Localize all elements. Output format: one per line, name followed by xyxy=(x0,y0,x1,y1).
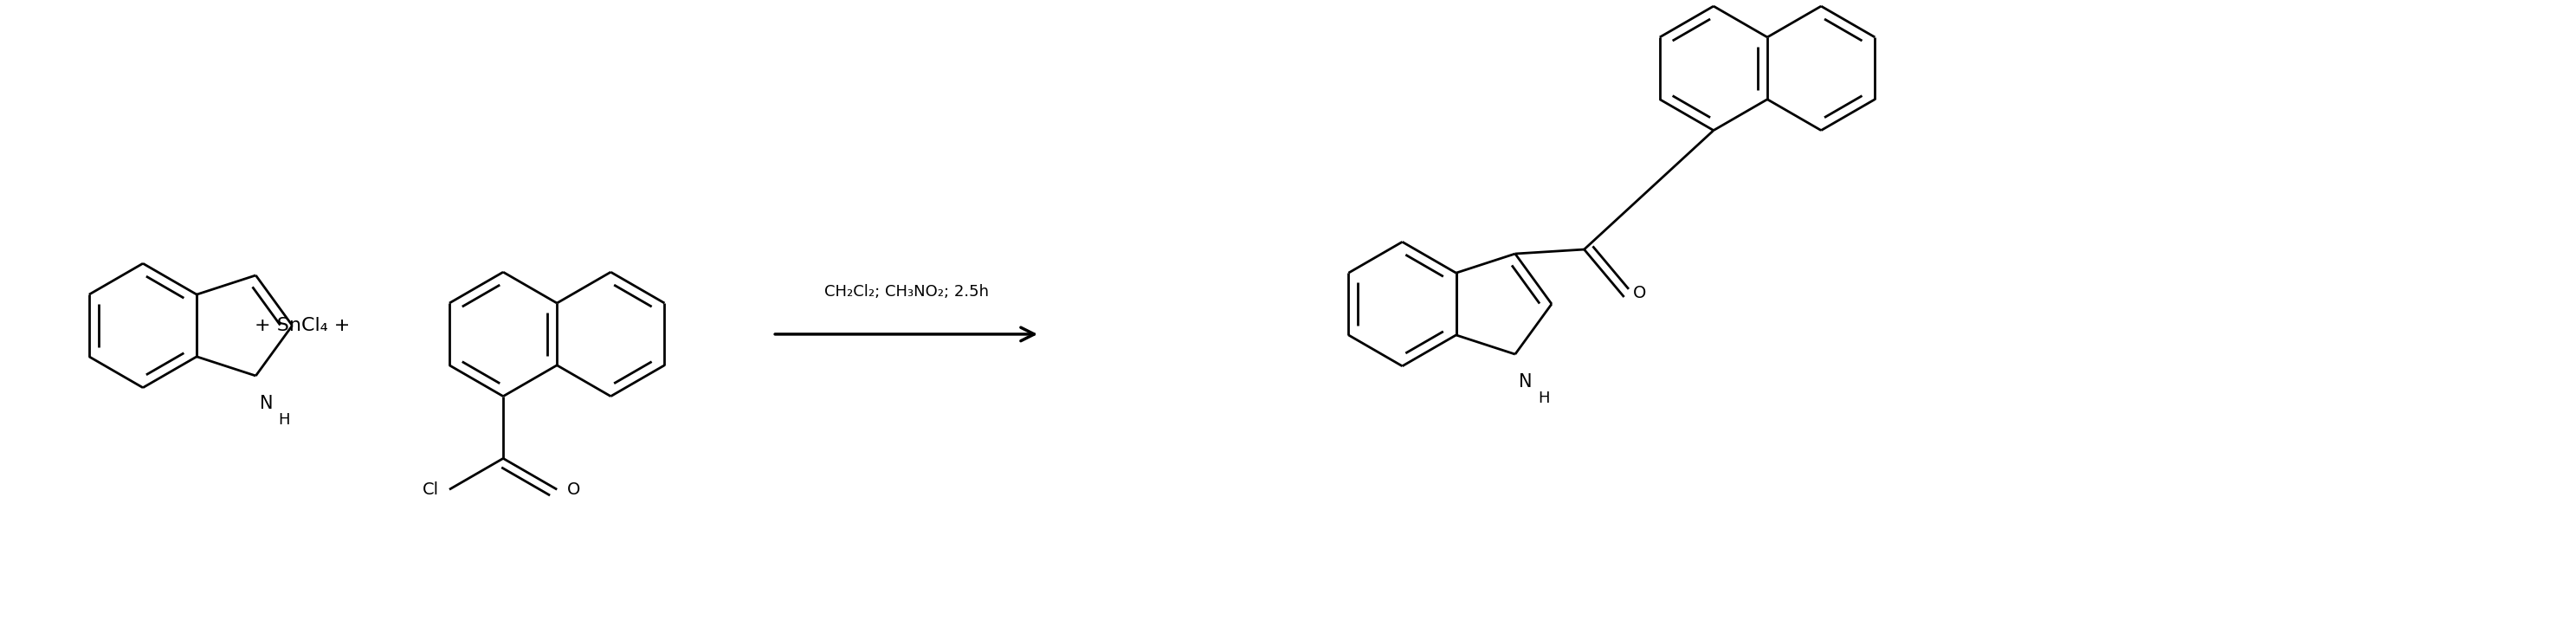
Text: Cl: Cl xyxy=(422,481,438,498)
Text: O: O xyxy=(1633,284,1646,301)
Text: O: O xyxy=(567,481,580,498)
Text: N: N xyxy=(260,395,273,412)
Text: CH₂Cl₂; CH₃NO₂; 2.5h: CH₂Cl₂; CH₃NO₂; 2.5h xyxy=(824,284,989,299)
Text: H: H xyxy=(278,412,291,428)
Text: H: H xyxy=(1538,391,1548,406)
Text: N: N xyxy=(1520,373,1533,391)
Text: + SnCl₄ +: + SnCl₄ + xyxy=(255,317,350,334)
